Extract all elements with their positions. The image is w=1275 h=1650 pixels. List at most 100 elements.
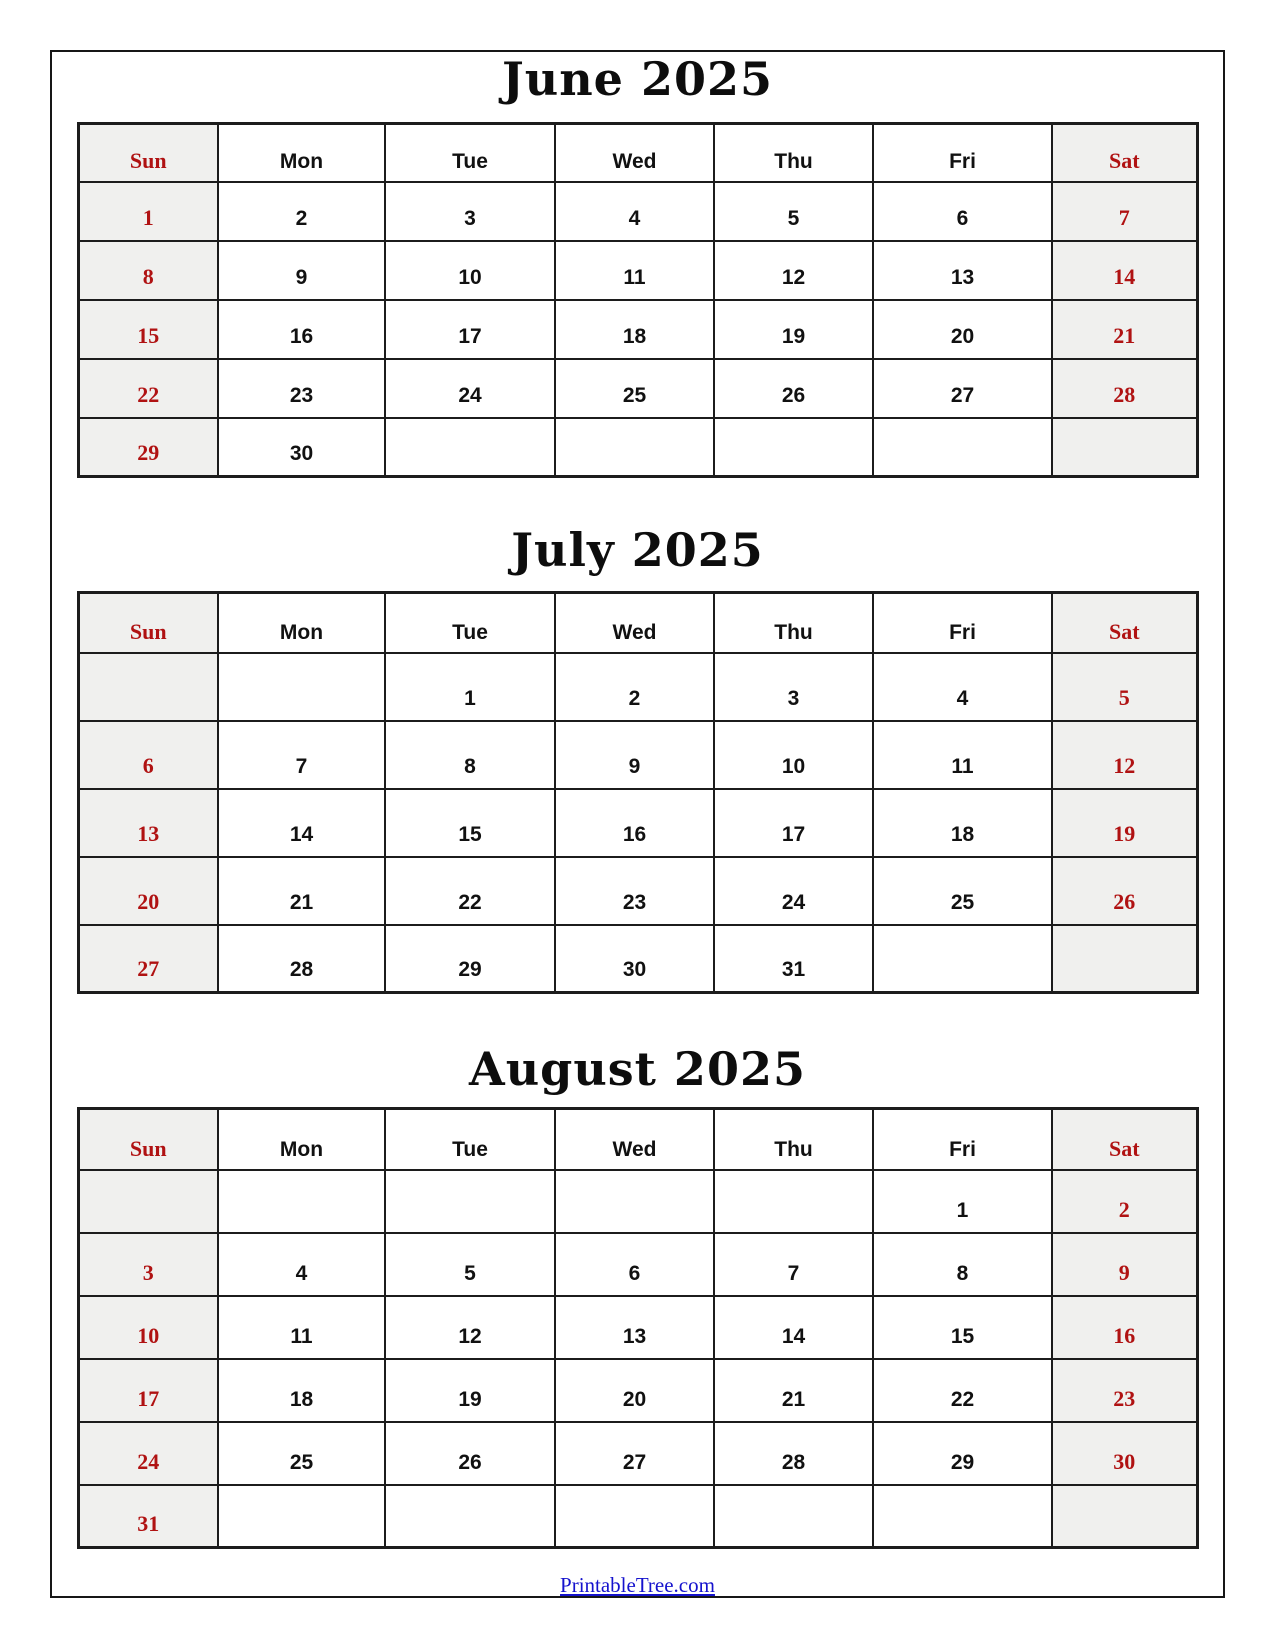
weekday-header-thu: Thu [713,591,874,654]
day-cell: 8 [77,239,219,301]
day-cell: 15 [872,1294,1053,1360]
week-row: 31 [77,1483,1198,1549]
day-cell: 1 [384,651,556,722]
day-cell: 24 [384,357,556,419]
day-cell-empty [217,1483,386,1549]
day-cell: 21 [217,855,386,926]
day-cell: 29 [872,1420,1053,1486]
weekday-header-row: Sun Mon Tue Wed Thu Fri Sat [77,122,1198,183]
day-cell-empty [713,416,874,478]
day-cell: 2 [217,180,386,242]
day-cell: 17 [713,787,874,858]
weekday-header-thu: Thu [713,122,874,183]
day-cell: 14 [1051,239,1198,301]
day-cell: 11 [217,1294,386,1360]
weekday-header-row: Sun Mon Tue Wed Thu Fri Sat [77,591,1198,654]
day-cell: 22 [872,1357,1053,1423]
day-cell: 20 [554,1357,715,1423]
day-cell: 7 [1051,180,1198,242]
day-cell-empty [872,416,1053,478]
day-cell: 16 [554,787,715,858]
day-cell-empty [1051,416,1198,478]
weekday-header-mon: Mon [217,122,386,183]
day-cell: 28 [713,1420,874,1486]
day-cell: 9 [217,239,386,301]
day-cell: 9 [1051,1231,1198,1297]
week-row: 8 9 10 11 12 13 14 [77,239,1198,301]
day-cell: 30 [554,923,715,994]
day-cell: 24 [77,1420,219,1486]
weekday-header-sat: Sat [1051,1107,1198,1171]
week-row: 13 14 15 16 17 18 19 [77,787,1198,858]
day-cell-empty [554,416,715,478]
weekday-header-fri: Fri [872,1107,1053,1171]
day-cell: 6 [77,719,219,790]
week-row: 20 21 22 23 24 25 26 [77,855,1198,926]
day-cell: 7 [217,719,386,790]
day-cell-empty [1051,923,1198,994]
day-cell: 16 [1051,1294,1198,1360]
weekday-header-thu: Thu [713,1107,874,1171]
day-cell: 4 [872,651,1053,722]
week-row: 24 25 26 27 28 29 30 [77,1420,1198,1486]
weekday-header-mon: Mon [217,591,386,654]
day-cell: 12 [384,1294,556,1360]
footer-link[interactable]: PrintableTree.com [560,1573,715,1597]
day-cell: 23 [217,357,386,419]
day-cell: 5 [384,1231,556,1297]
day-cell: 30 [1051,1420,1198,1486]
day-cell: 29 [77,416,219,478]
week-row: 29 30 [77,416,1198,478]
weekday-header-fri: Fri [872,591,1053,654]
day-cell: 20 [77,855,219,926]
calendar-table-august: Sun Mon Tue Wed Thu Fri Sat 1 2 3 4 5 6 7 8 9 10 11 12 13 14… [76,1107,1199,1549]
day-cell: 11 [554,239,715,301]
month-section-july: July 2025 Sun Mon Tue Wed Thu Fri Sat 1 2 3 4 5 6 7 8 9… [52,527,1223,994]
day-cell: 24 [713,855,874,926]
day-cell-empty [554,1168,715,1234]
day-cell: 17 [77,1357,219,1423]
day-cell: 23 [554,855,715,926]
day-cell-empty [384,416,556,478]
day-cell: 21 [713,1357,874,1423]
day-cell: 2 [554,651,715,722]
day-cell: 10 [384,239,556,301]
day-cell: 6 [554,1231,715,1297]
day-cell: 2 [1051,1168,1198,1234]
day-cell-empty [713,1483,874,1549]
page-frame: June 2025 Sun Mon Tue Wed Thu Fri Sat 1 2 3 4 5 6 7 8 9… [50,50,1225,1598]
weekday-header-tue: Tue [384,1107,556,1171]
day-cell: 18 [217,1357,386,1423]
day-cell: 15 [384,787,556,858]
day-cell: 21 [1051,298,1198,360]
day-cell: 28 [1051,357,1198,419]
day-cell: 9 [554,719,715,790]
week-row: 10 11 12 13 14 15 16 [77,1294,1198,1360]
day-cell: 13 [872,239,1053,301]
day-cell: 27 [554,1420,715,1486]
day-cell: 19 [384,1357,556,1423]
day-cell: 29 [384,923,556,994]
weekday-header-sat: Sat [1051,591,1198,654]
weekday-header-sun: Sun [77,122,219,183]
weekday-header-wed: Wed [554,591,715,654]
month-section-june: June 2025 Sun Mon Tue Wed Thu Fri Sat 1 2 3 4 5 6 7 8 9… [52,56,1223,478]
month-title-july: July 2025 [511,523,764,577]
day-cell: 30 [217,416,386,478]
week-row: 27 28 29 30 31 [77,923,1198,994]
day-cell: 7 [713,1231,874,1297]
day-cell: 13 [554,1294,715,1360]
day-cell: 10 [77,1294,219,1360]
day-cell: 12 [1051,719,1198,790]
day-cell: 18 [554,298,715,360]
day-cell: 26 [384,1420,556,1486]
day-cell: 5 [1051,651,1198,722]
month-title-june: June 2025 [502,52,773,106]
weekday-header-sat: Sat [1051,122,1198,183]
day-cell: 4 [217,1231,386,1297]
weekday-header-row: Sun Mon Tue Wed Thu Fri Sat [77,1107,1198,1171]
weekday-header-fri: Fri [872,122,1053,183]
day-cell: 3 [384,180,556,242]
